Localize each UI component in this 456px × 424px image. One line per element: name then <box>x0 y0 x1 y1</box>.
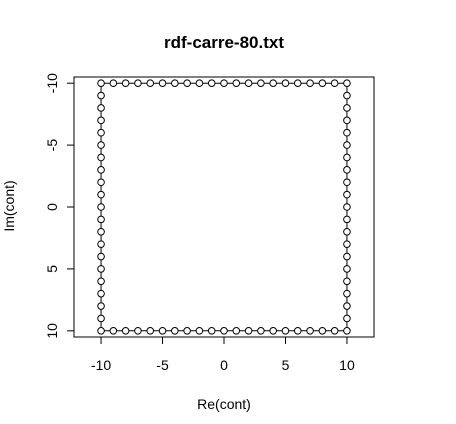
data-point <box>207 79 216 87</box>
plot-frame <box>73 76 375 338</box>
data-point <box>343 153 351 162</box>
data-point <box>330 79 339 87</box>
data-point <box>343 215 351 224</box>
data-point <box>195 79 204 87</box>
data-point <box>343 314 351 323</box>
data-point <box>207 327 216 335</box>
data-point <box>306 327 314 335</box>
y-axis: -10 -5 0 5 10 <box>44 73 75 339</box>
data-point <box>109 79 118 87</box>
y-tick-label: -10 <box>44 73 60 93</box>
data-point <box>343 190 351 199</box>
data-point <box>343 289 351 298</box>
data-point <box>146 327 155 335</box>
data-point <box>220 327 228 335</box>
x-tick-label: -10 <box>91 357 111 373</box>
data-point <box>343 116 351 125</box>
x-tick-label: -5 <box>156 357 169 373</box>
y-axis-label: Im(cont) <box>1 180 17 231</box>
x-axis: -10 -5 0 5 10 <box>91 336 355 373</box>
data-point <box>97 215 105 224</box>
data-point <box>343 91 351 100</box>
data-point <box>121 327 130 335</box>
data-point <box>158 327 167 335</box>
contour-line <box>100 82 348 332</box>
data-points <box>97 79 351 335</box>
data-point <box>244 327 253 335</box>
data-point <box>232 327 241 335</box>
data-point <box>97 227 105 236</box>
data-point <box>343 240 351 248</box>
data-point <box>183 79 191 87</box>
data-point <box>281 327 290 335</box>
data-point <box>343 277 351 286</box>
data-point <box>97 277 105 286</box>
data-point <box>269 327 277 335</box>
data-point <box>109 327 118 335</box>
data-point <box>97 91 105 100</box>
data-point <box>134 327 142 335</box>
data-point <box>232 79 241 87</box>
data-point <box>97 327 105 335</box>
y-tick-label: 0 <box>44 203 60 211</box>
data-point <box>171 327 179 335</box>
x-tick-label: 10 <box>339 357 355 373</box>
data-point <box>146 79 155 87</box>
data-point <box>134 79 142 87</box>
data-point <box>343 327 351 335</box>
x-tick-label: 5 <box>282 357 290 373</box>
data-point <box>97 153 105 162</box>
data-point <box>343 178 351 187</box>
data-point <box>343 79 351 87</box>
data-point <box>257 327 265 335</box>
data-point <box>97 314 105 323</box>
data-point <box>171 79 179 87</box>
data-point <box>97 79 105 87</box>
data-point <box>97 128 105 137</box>
y-tick-label: 5 <box>44 265 60 273</box>
data-point <box>306 79 314 87</box>
y-tick-label: 10 <box>44 323 60 339</box>
data-point <box>97 178 105 187</box>
data-point <box>97 104 105 112</box>
data-point <box>97 240 105 248</box>
data-point <box>269 79 277 87</box>
x-axis-label: Re(cont) <box>197 396 251 412</box>
data-point <box>330 327 339 335</box>
data-point <box>97 141 105 149</box>
data-point <box>97 190 105 199</box>
data-point <box>183 327 191 335</box>
data-point <box>257 79 265 87</box>
data-point <box>195 327 204 335</box>
data-point <box>293 327 302 335</box>
data-point <box>97 203 105 211</box>
data-point <box>97 265 105 273</box>
data-point <box>343 302 351 310</box>
data-point <box>97 166 105 174</box>
data-point <box>343 104 351 112</box>
data-point <box>121 79 130 87</box>
data-point <box>158 79 167 87</box>
data-point <box>343 141 351 149</box>
y-tick-label: -5 <box>44 139 60 152</box>
data-point <box>281 79 290 87</box>
data-point <box>343 252 351 261</box>
data-point <box>343 203 351 211</box>
data-point <box>97 116 105 125</box>
data-point <box>343 128 351 137</box>
data-point <box>343 166 351 174</box>
data-point <box>318 327 327 335</box>
data-point <box>318 79 327 87</box>
data-point <box>97 252 105 261</box>
data-point <box>97 289 105 298</box>
chart-title: rdf-carre-80.txt <box>164 33 284 52</box>
data-point <box>293 79 302 87</box>
data-point <box>343 227 351 236</box>
data-point <box>97 302 105 310</box>
data-point <box>220 79 228 87</box>
x-tick-label: 0 <box>220 357 228 373</box>
data-point <box>343 265 351 273</box>
data-point <box>244 79 253 87</box>
